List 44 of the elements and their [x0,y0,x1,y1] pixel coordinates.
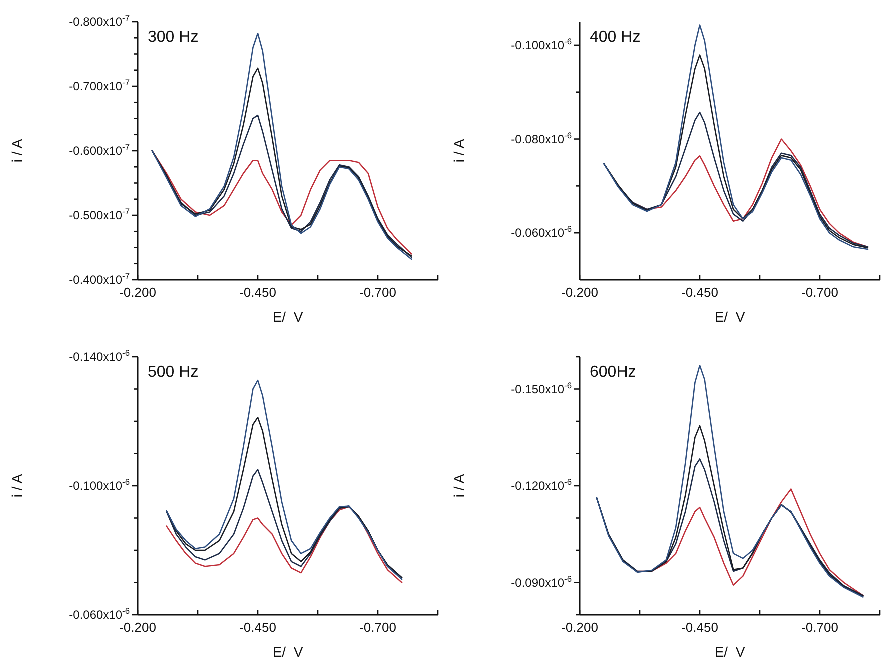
y-axis-title: i / A [451,138,467,163]
chart-title: 400 Hz [590,29,641,46]
x-tick-label: -0.700 [360,620,396,635]
x-tick-label: -0.700 [802,285,838,300]
y-tick-label: -0.700x10$^{-7}$ [69,78,130,94]
x-tick-label: -0.450 [240,620,276,635]
chart-title: 300 Hz [148,29,199,46]
x-axis-title: E/ V [272,309,304,325]
x-tick-label: -0.700 [802,620,838,635]
x-axis-title: E/ V [714,644,746,660]
x-tick-label: -0.450 [682,620,718,635]
y-tick-label: -0.600x10$^{-7}$ [69,142,130,158]
line-series [166,506,403,584]
y-tick-label: -0.060x10$^{-6}$ [511,224,572,240]
chart-title: 600Hz [590,364,636,381]
x-tick-label: -0.200 [120,620,156,635]
chart-title: 500 Hz [148,364,199,381]
y-axis-title: i / A [9,138,25,163]
y-tick-label: -0.140x10$^{-6}$ [69,348,130,364]
y-tick-label: -0.100x10$^{-6}$ [69,477,130,493]
y-tick-label: -0.090x10$^{-6}$ [511,574,572,590]
y-tick-label: -0.400x10$^{-7}$ [69,271,130,287]
y-tick-label: -0.150x10$^{-6}$ [511,380,572,396]
x-tick-label: -0.200 [562,620,598,635]
line-series [152,150,412,255]
x-tick-label: -0.200 [120,285,156,300]
x-axis-title: E/ V [272,644,304,660]
line-series [152,68,412,257]
x-tick-label: -0.200 [562,285,598,300]
x-tick-label: -0.450 [240,285,276,300]
x-axis-title: E/ V [714,309,746,325]
y-tick-label: -0.120x10$^{-6}$ [511,477,572,493]
y-tick-label: -0.060x10$^{-6}$ [69,606,130,622]
x-tick-label: -0.450 [682,285,718,300]
line-series [166,380,403,580]
y-tick-label: -0.080x10$^{-6}$ [511,130,572,146]
x-tick-label: -0.700 [360,285,396,300]
y-axis-title: i / A [9,474,25,498]
y-tick-label: -0.500x10$^{-7}$ [69,206,130,222]
y-tick-label: -0.800x10$^{-7}$ [69,13,130,29]
y-axis-title: i / A [451,474,467,498]
line-series [166,416,403,579]
line-series [596,425,864,597]
y-tick-label: -0.100x10$^{-6}$ [511,36,572,52]
